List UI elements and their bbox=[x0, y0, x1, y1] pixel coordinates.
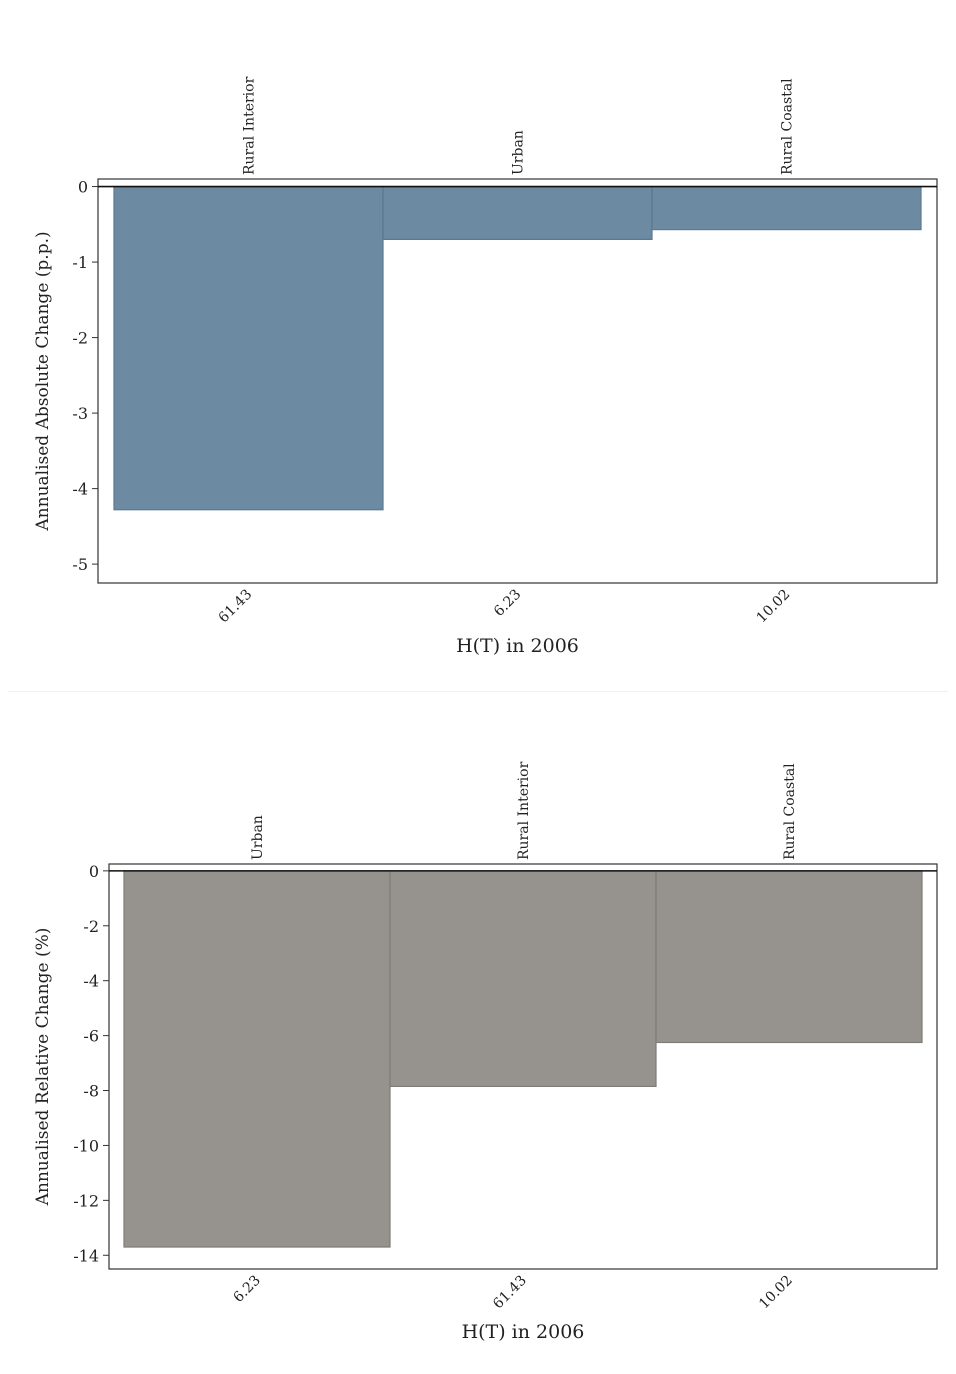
bar-2 bbox=[651, 185, 922, 231]
panel-divider bbox=[8, 691, 948, 692]
y-tick-label-2: -4 bbox=[83, 972, 99, 991]
relative-change-chart: 0 -2 -4 -6 -8 -10 -12 -14 Annualised Relative Ch… bbox=[33, 761, 938, 1343]
category-label-1: Urban bbox=[511, 130, 527, 175]
x-tick-label-2: 10.02 bbox=[754, 587, 794, 627]
x-tick-label-1: 61.43 bbox=[490, 1273, 530, 1313]
x-tick-label-0: 61.43 bbox=[216, 587, 256, 627]
bar-1 bbox=[389, 870, 657, 1088]
y-tick-label-1: -1 bbox=[72, 253, 88, 272]
x-axis-label: H(T) in 2006 bbox=[456, 635, 579, 657]
bar-2 bbox=[655, 870, 923, 1044]
bar-1 bbox=[382, 185, 653, 241]
y-tick-label-3: -6 bbox=[83, 1027, 99, 1046]
absolute-change-chart-panel: 0 -1 -2 -3 -4 -5 Annualised Absolute Change (p… bbox=[8, 8, 948, 690]
category-label-0: Urban bbox=[250, 815, 266, 860]
y-tick-label-5: -5 bbox=[72, 555, 88, 574]
y-tick-label-3: -3 bbox=[72, 404, 88, 423]
y-tick-label-7: -14 bbox=[73, 1246, 99, 1265]
y-tick-label-0: 0 bbox=[89, 862, 99, 881]
y-axis-label: Annualised Absolute Change (p.p.) bbox=[33, 231, 53, 531]
bar-0 bbox=[123, 870, 391, 1248]
absolute-change-chart: 0 -1 -2 -3 -4 -5 Annualised Absolute Change (p… bbox=[33, 76, 938, 657]
x-tick-label-0: 6.23 bbox=[230, 1273, 263, 1306]
category-label-2: Rural Coastal bbox=[782, 763, 798, 860]
y-tick-label-4: -8 bbox=[83, 1082, 99, 1101]
y-tick-label-2: -2 bbox=[72, 329, 88, 348]
x-tick-label-2: 10.02 bbox=[756, 1273, 796, 1313]
y-tick-label-6: -12 bbox=[73, 1191, 99, 1210]
category-label-1: Rural Interior bbox=[516, 761, 532, 860]
y-tick-label-4: -4 bbox=[72, 480, 88, 499]
y-axis-label: Annualised Relative Change (%) bbox=[33, 928, 53, 1207]
category-label-2: Rural Coastal bbox=[780, 78, 796, 175]
category-label-0: Rural Interior bbox=[242, 76, 258, 175]
y-tick-label-5: -10 bbox=[73, 1136, 99, 1155]
x-axis-label: H(T) in 2006 bbox=[462, 1321, 585, 1343]
y-tick-label-1: -2 bbox=[83, 917, 99, 936]
y-tick-label-0: 0 bbox=[78, 178, 88, 197]
x-tick-label-1: 6.23 bbox=[491, 587, 524, 620]
relative-change-chart-panel: 0 -2 -4 -6 -8 -10 -12 -14 Annualised Relative Ch… bbox=[8, 692, 948, 1366]
bar-0 bbox=[113, 185, 384, 511]
